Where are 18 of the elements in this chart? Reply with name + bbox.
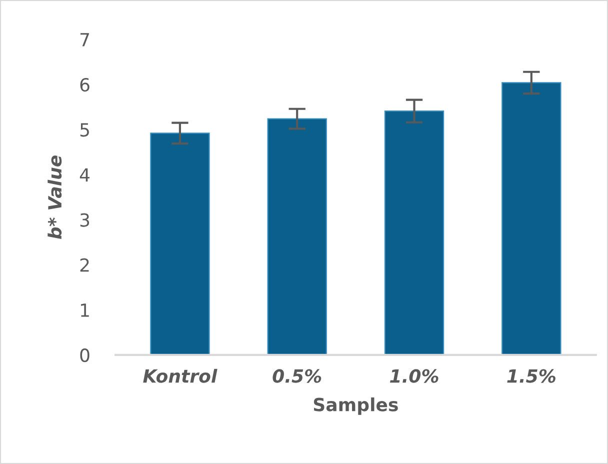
- x-axis-title: Samples: [314, 397, 398, 415]
- bar: [150, 132, 210, 355]
- y-tick-label: 2: [80, 258, 89, 272]
- y-tick-label: 1: [81, 304, 89, 317]
- x-tick-label: 0.5%: [272, 369, 322, 383]
- x-tick-label: 1.5%: [507, 369, 556, 383]
- y-tick-label: 0: [80, 348, 90, 362]
- x-tick-label: 1.0%: [390, 369, 438, 383]
- y-tick-label: 4: [80, 168, 90, 182]
- x-tick-label: Kontrol: [143, 368, 218, 383]
- bar: [502, 82, 562, 355]
- y-tick-label: 3: [80, 213, 90, 227]
- y-tick-label: 6: [80, 78, 90, 92]
- bar: [267, 118, 327, 355]
- bar: [384, 110, 444, 355]
- y-axis-title: b* Value: [48, 156, 62, 239]
- y-tick-label: 7: [80, 33, 89, 46]
- y-tick-label: 5: [80, 123, 89, 137]
